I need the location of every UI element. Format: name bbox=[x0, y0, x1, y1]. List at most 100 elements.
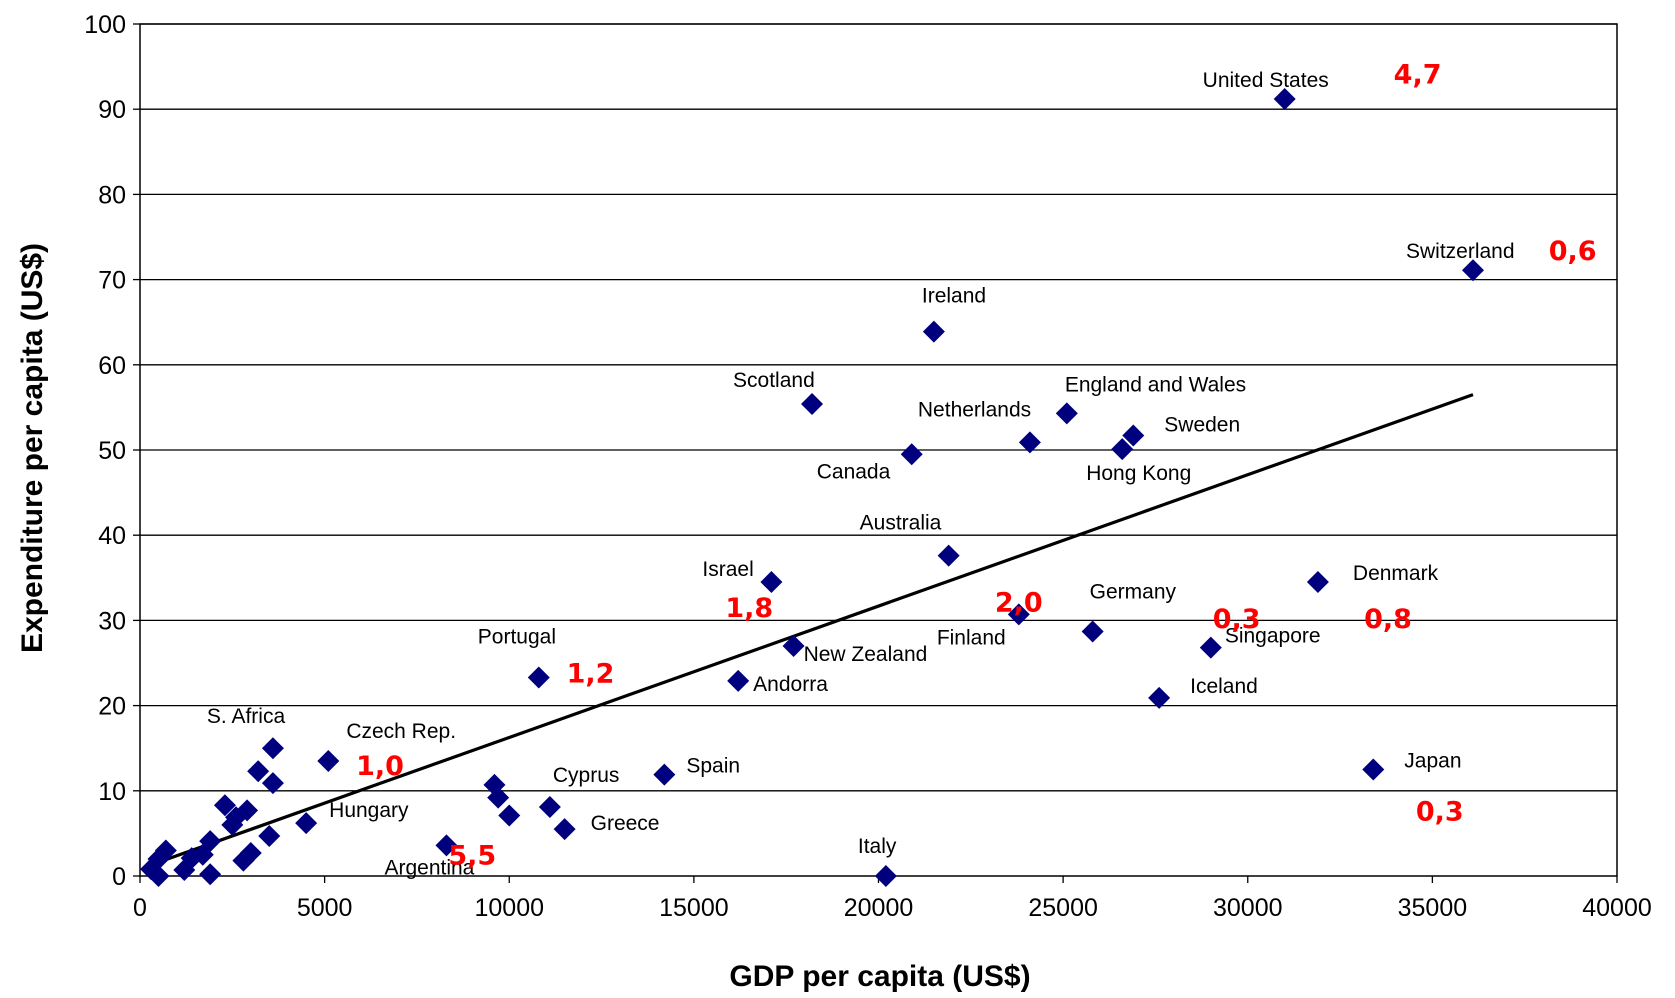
y-tick-label: 0 bbox=[112, 863, 126, 891]
point-label: Ireland bbox=[922, 285, 986, 308]
x-tick-label: 15000 bbox=[659, 894, 729, 922]
x-tick-label: 5000 bbox=[297, 894, 353, 922]
data-point bbox=[221, 813, 244, 836]
data-point bbox=[1199, 636, 1222, 659]
data-point bbox=[1081, 620, 1104, 643]
point-label: Sweden bbox=[1164, 414, 1240, 437]
point-label: Iceland bbox=[1190, 675, 1258, 698]
x-tick-label: 25000 bbox=[1028, 894, 1098, 922]
data-point bbox=[247, 760, 270, 783]
point-label: Finland bbox=[937, 626, 1006, 649]
data-point bbox=[498, 804, 521, 827]
data-point bbox=[1007, 603, 1030, 626]
data-point bbox=[900, 443, 923, 466]
point-label: Cyprus bbox=[553, 764, 620, 787]
point-label: Czech Rep. bbox=[346, 720, 456, 743]
data-point bbox=[317, 749, 340, 772]
point-label: Germany bbox=[1090, 580, 1177, 603]
data-point bbox=[261, 737, 284, 760]
point-label: Australia bbox=[860, 512, 942, 535]
data-point bbox=[435, 834, 458, 857]
data-point bbox=[199, 863, 222, 886]
data-points bbox=[140, 87, 1484, 887]
x-tick-label: 35000 bbox=[1398, 894, 1468, 922]
annotation-label: 1,8 bbox=[725, 593, 773, 624]
data-point bbox=[1055, 402, 1078, 425]
y-tick-label: 70 bbox=[98, 267, 126, 295]
data-point bbox=[487, 786, 510, 809]
x-tick-label: 20000 bbox=[844, 894, 914, 922]
point-label: England and Wales bbox=[1065, 373, 1246, 396]
y-tick-label: 30 bbox=[98, 607, 126, 635]
data-point bbox=[937, 544, 960, 567]
point-label: Netherlands bbox=[918, 398, 1031, 421]
y-tick-label: 90 bbox=[98, 96, 126, 124]
point-label: Spain bbox=[686, 755, 740, 778]
data-point bbox=[538, 795, 561, 818]
data-point bbox=[801, 392, 824, 415]
y-tick-label: 40 bbox=[98, 522, 126, 550]
y-axis-title: Expenditure per capita (US$) bbox=[16, 243, 49, 653]
data-point bbox=[727, 669, 750, 692]
data-point bbox=[1273, 87, 1296, 110]
data-point bbox=[1148, 686, 1171, 709]
data-point bbox=[258, 824, 281, 847]
point-label: Argentina bbox=[384, 856, 474, 879]
y-tick-label: 10 bbox=[98, 778, 126, 806]
x-tick-label: 30000 bbox=[1213, 894, 1283, 922]
trendline bbox=[143, 393, 1474, 869]
point-label: Hong Kong bbox=[1086, 462, 1191, 485]
y-tick-label: 80 bbox=[98, 181, 126, 209]
data-point bbox=[1111, 438, 1134, 461]
gridlines bbox=[140, 23, 1617, 792]
data-point bbox=[261, 772, 284, 795]
point-label: Japan bbox=[1404, 750, 1461, 773]
point-label: Scotland bbox=[733, 369, 815, 392]
annotation-label: 0,3 bbox=[1213, 604, 1261, 635]
y-tick-label: 50 bbox=[98, 437, 126, 465]
point-label: Portugal bbox=[478, 625, 556, 648]
point-label: Denmark bbox=[1353, 562, 1439, 585]
data-point bbox=[527, 666, 550, 689]
data-point bbox=[1461, 259, 1484, 282]
x-tick-label: 10000 bbox=[474, 894, 544, 922]
annotation-label: 1,0 bbox=[356, 751, 404, 782]
data-point bbox=[173, 859, 196, 882]
annotation-label: 4,7 bbox=[1394, 59, 1442, 90]
data-point bbox=[782, 634, 805, 657]
data-point bbox=[1122, 424, 1145, 447]
point-label: Switzerland bbox=[1406, 240, 1515, 263]
point-label: Hungary bbox=[329, 799, 409, 822]
annotation-label: 2,0 bbox=[995, 588, 1043, 619]
point-label: Greece bbox=[591, 812, 660, 835]
data-point bbox=[295, 812, 318, 835]
trendline-group bbox=[143, 393, 1474, 869]
point-label: Singapore bbox=[1225, 625, 1321, 648]
data-point bbox=[147, 865, 170, 887]
annotation-label: 0,6 bbox=[1549, 236, 1597, 267]
point-label: Italy bbox=[858, 835, 897, 858]
point-label: New Zealand bbox=[804, 643, 928, 666]
data-point bbox=[874, 865, 897, 887]
tick-labels: 0 10 20 30 40 50 60 70 80 90 100 0 5000 10000 15000 200… bbox=[84, 11, 1651, 922]
point-label: United States bbox=[1203, 69, 1329, 92]
y-tick-label: 60 bbox=[98, 352, 126, 380]
point-label: Canada bbox=[817, 460, 891, 483]
point-labels: United States Switzerland Ireland Scotland E… bbox=[207, 69, 1515, 879]
data-point bbox=[653, 763, 676, 786]
data-point bbox=[922, 320, 945, 343]
data-point bbox=[760, 571, 783, 594]
data-point bbox=[1018, 431, 1041, 454]
annotation-label: 1,2 bbox=[567, 658, 615, 689]
point-label: S. Africa bbox=[207, 705, 286, 728]
data-point bbox=[213, 794, 236, 817]
data-point bbox=[1362, 758, 1385, 781]
annotation-label: 5,5 bbox=[448, 841, 496, 872]
annotations: 4,7 0,6 1,8 2,0 0,3 0,8 1,2 1,0 5,5 0,3 bbox=[356, 59, 1597, 871]
x-axis-title: GDP per capita (US$) bbox=[729, 960, 1030, 993]
annotation-label: 0,3 bbox=[1416, 796, 1464, 827]
data-point bbox=[1306, 571, 1329, 594]
data-point bbox=[191, 843, 214, 866]
data-point bbox=[232, 849, 255, 872]
